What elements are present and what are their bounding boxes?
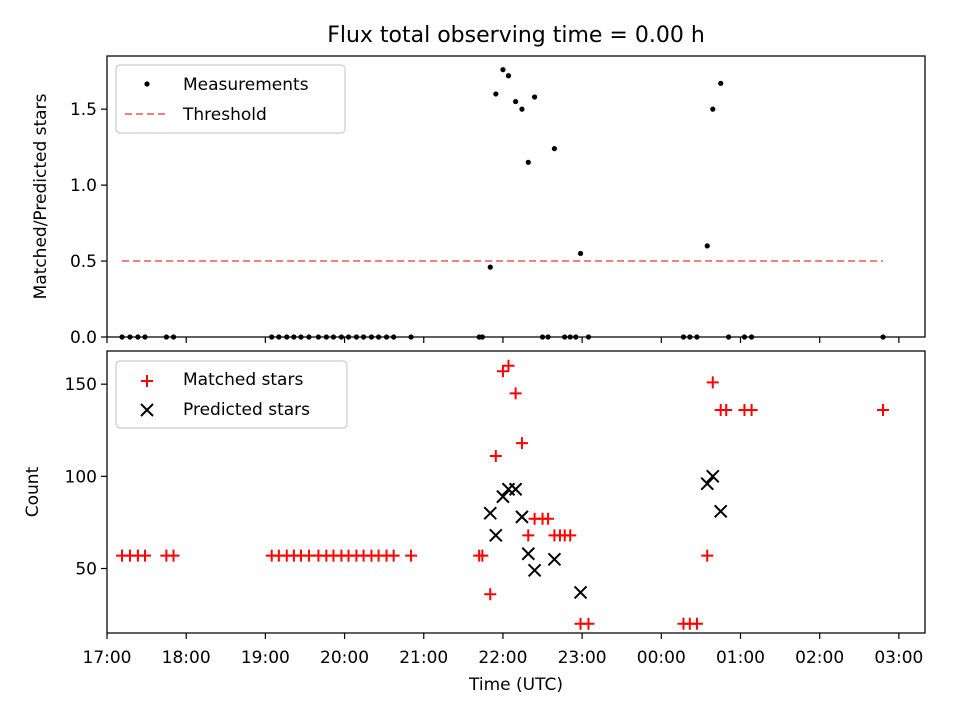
- x-tick-label: 19:00: [241, 648, 290, 668]
- y-tick-label: 50: [75, 559, 97, 579]
- measurement-point: [532, 94, 538, 100]
- matched-star-marker: [542, 512, 555, 525]
- x-tick-label: 02:00: [795, 648, 844, 668]
- predicted-star-marker: [489, 528, 503, 543]
- x-tick-label: 01:00: [716, 648, 765, 668]
- x-tick-label: 00:00: [637, 648, 686, 668]
- x-tick-label: 18:00: [162, 648, 211, 668]
- matched-star-marker: [476, 549, 489, 562]
- matched-star-marker: [405, 549, 418, 562]
- predicted-star-marker: [515, 510, 529, 524]
- matched-star-marker: [564, 529, 577, 542]
- matched-legend-marker: [141, 375, 153, 387]
- matched-star-marker: [387, 549, 400, 562]
- predicted-star-marker: [496, 489, 510, 504]
- y-tick-label: 1.0: [70, 176, 97, 196]
- ratio-x-axis: [106, 337, 900, 343]
- measurement-point: [718, 80, 724, 86]
- measurement-point: [577, 250, 584, 257]
- measurements-legend-label: Measurements: [183, 75, 309, 95]
- y-tick-label: 150: [65, 375, 97, 395]
- ratio-y-axis: 0.0 0.5 1.0 1.5: [70, 100, 107, 348]
- count-x-axis: 17:00 18:00 19:00 20:00 21:00 22:00 23:00 00:00…: [83, 633, 923, 668]
- measurement-point: [500, 67, 506, 73]
- ratio-legend[interactable]: Measurements Threshold: [115, 64, 346, 134]
- measurement-point: [513, 98, 519, 105]
- matched-star-marker: [701, 549, 714, 562]
- ratio-legend-frame: [115, 64, 346, 134]
- matched-star-marker: [509, 387, 522, 400]
- measurement-point: [493, 91, 499, 97]
- measurement-point: [487, 264, 493, 270]
- predicted-legend-marker: [140, 403, 154, 417]
- predicted-star-marker: [508, 482, 523, 496]
- matched-legend-label: Matched stars: [183, 370, 303, 390]
- predicted-star-marker: [573, 585, 588, 600]
- y-tick-label: 0.0: [70, 328, 97, 348]
- matched-star-marker: [522, 529, 535, 542]
- measurement-point: [505, 73, 512, 79]
- x-axis-label: Time (UTC): [468, 675, 563, 695]
- matched-star-marker: [582, 617, 595, 630]
- matched-star-marker: [484, 588, 497, 601]
- matched-star-marker: [720, 403, 733, 416]
- matched-star-marker: [706, 376, 719, 389]
- count-y-label: Count: [23, 466, 43, 517]
- matched-star-marker: [502, 359, 515, 372]
- measurement-point: [704, 243, 710, 249]
- predicted-star-marker: [527, 563, 542, 578]
- count-legend-frame: [115, 360, 348, 429]
- count-panel: 50 100 150 17:00 18:00 19:00 20:00 21:00 22:00 2…: [23, 350, 926, 695]
- x-tick-label: 20:00: [320, 648, 369, 668]
- count-legend[interactable]: Matched stars Predicted stars: [115, 360, 348, 429]
- count-axes-frame: [106, 350, 926, 634]
- predicted-star-marker: [700, 476, 714, 491]
- predicted-star-marker: [483, 506, 497, 520]
- x-tick-label: 17:00: [83, 648, 132, 668]
- measurement-point: [710, 106, 716, 112]
- predicted-star-marker: [521, 547, 535, 561]
- y-tick-label: 0.5: [70, 252, 97, 272]
- matched-star-marker: [745, 403, 758, 416]
- measurements-legend-marker: [144, 81, 150, 87]
- matched-star-marker: [139, 549, 152, 562]
- matched-star-marker: [877, 403, 890, 416]
- predicted-legend-label: Predicted stars: [183, 400, 310, 420]
- matched-star-marker: [515, 437, 528, 450]
- matched-star-marker: [690, 617, 703, 630]
- chart-title: Flux total observing time = 0.00 h: [327, 23, 705, 48]
- predicted-star-marker: [713, 504, 728, 519]
- measurement-point: [519, 106, 525, 112]
- x-tick-label: 22:00: [478, 648, 527, 668]
- predicted-star-marker: [547, 552, 562, 566]
- ratio-axes-frame: [106, 55, 926, 338]
- measurement-point: [525, 159, 531, 165]
- measurement-point: [551, 146, 558, 152]
- x-tick-label: 03:00: [874, 648, 923, 668]
- count-marks: [116, 359, 890, 630]
- ratio-y-label: Matched/Predicted stars: [31, 93, 51, 299]
- matched-star-marker: [496, 365, 509, 378]
- ratio-panel: 0.0 0.5 1.0 1.5 Matched/Predicted stars Mea…: [31, 55, 926, 348]
- matched-star-marker: [167, 549, 180, 562]
- matched-star-marker: [489, 450, 502, 463]
- x-tick-label: 23:00: [558, 648, 607, 668]
- predicted-star-marker: [706, 469, 720, 484]
- threshold-legend-label: Threshold: [182, 105, 267, 125]
- x-tick-label: 21:00: [399, 648, 448, 668]
- y-tick-label: 1.5: [70, 100, 97, 120]
- count-y-axis: 50 100 150: [65, 375, 107, 579]
- y-tick-label: 100: [65, 467, 97, 487]
